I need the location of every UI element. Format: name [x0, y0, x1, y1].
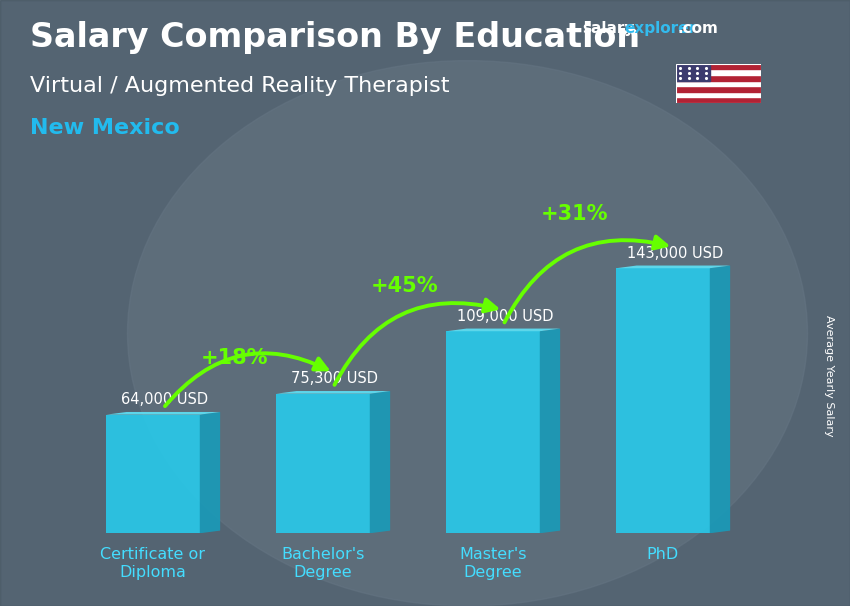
Polygon shape [616, 265, 730, 268]
Text: +45%: +45% [371, 276, 439, 296]
Polygon shape [200, 412, 220, 533]
FancyBboxPatch shape [106, 415, 200, 533]
FancyBboxPatch shape [276, 394, 370, 533]
Text: Average Yearly Salary: Average Yearly Salary [824, 315, 834, 436]
Text: 109,000 USD: 109,000 USD [456, 309, 553, 324]
Text: Salary Comparison By Education: Salary Comparison By Education [30, 21, 640, 54]
Polygon shape [106, 412, 220, 415]
Text: explorer: explorer [625, 21, 697, 36]
Polygon shape [276, 391, 390, 394]
Bar [676, 64, 710, 81]
Text: 64,000 USD: 64,000 USD [122, 392, 208, 407]
Text: 75,300 USD: 75,300 USD [292, 371, 378, 387]
Bar [676, 64, 761, 69]
Bar [676, 86, 761, 92]
Text: +18%: +18% [201, 348, 269, 368]
Text: 143,000 USD: 143,000 USD [626, 246, 723, 261]
Text: salary: salary [582, 21, 635, 36]
Polygon shape [540, 328, 560, 533]
Ellipse shape [128, 61, 808, 606]
Text: Virtual / Augmented Reality Therapist: Virtual / Augmented Reality Therapist [30, 76, 450, 96]
Polygon shape [446, 328, 560, 331]
Bar [676, 92, 761, 98]
Text: .com: .com [677, 21, 718, 36]
Bar [676, 81, 761, 86]
Text: New Mexico: New Mexico [30, 118, 179, 138]
Polygon shape [370, 391, 390, 533]
Bar [676, 69, 761, 75]
Polygon shape [710, 265, 730, 533]
FancyBboxPatch shape [446, 331, 540, 533]
Text: +31%: +31% [541, 204, 609, 224]
Bar [676, 98, 761, 103]
Bar [676, 75, 761, 81]
FancyBboxPatch shape [616, 268, 710, 533]
